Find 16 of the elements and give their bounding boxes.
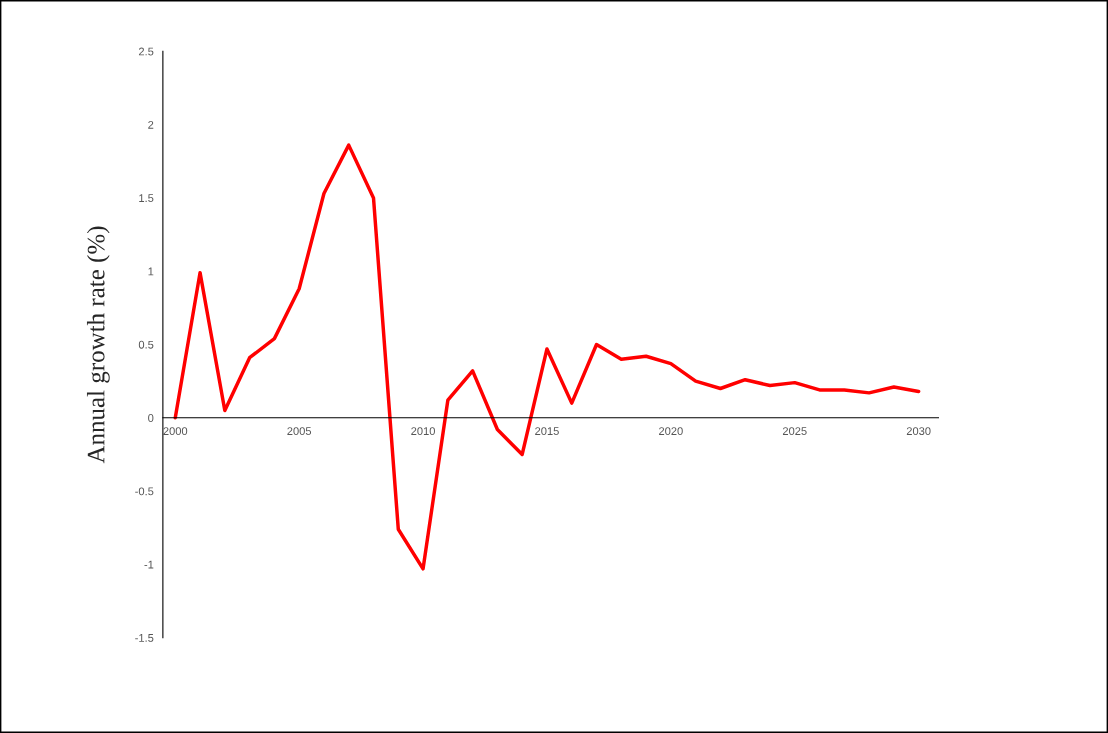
y-tick-label: 0.5 bbox=[138, 340, 154, 349]
x-tick-label: 2010 bbox=[411, 427, 435, 435]
x-tick-label: 2030 bbox=[906, 427, 931, 435]
x-tick-label: 2015 bbox=[535, 427, 559, 435]
y-tick-label: 2.5 bbox=[138, 47, 154, 56]
y-tick-label: 2 bbox=[148, 120, 154, 129]
x-tick-label: 2020 bbox=[659, 427, 683, 435]
y-tick-label: 1 bbox=[148, 267, 154, 276]
x-tick-label: 2005 bbox=[287, 427, 312, 435]
y-axis-title: Annual growth rate (%) bbox=[86, 226, 110, 464]
x-tick-label: 2025 bbox=[782, 427, 807, 435]
y-tick-label: -0.5 bbox=[135, 487, 154, 496]
y-tick-label: -1 bbox=[144, 560, 154, 569]
y-tick-label: 1.5 bbox=[139, 194, 154, 203]
y-tick-label: 0 bbox=[148, 414, 154, 422]
y-tick-label: -1.5 bbox=[135, 634, 154, 642]
